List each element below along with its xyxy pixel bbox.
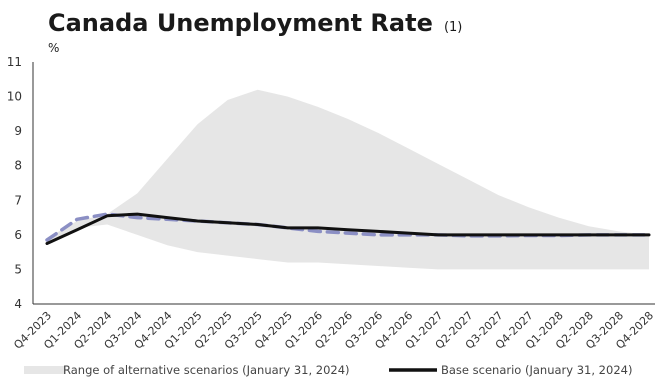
legend-band-label: Range of alternative scenarios (January … <box>63 363 350 377</box>
scenario-range-band-layer <box>47 89 649 270</box>
y-tick-label: 10 <box>7 90 22 104</box>
y-tick-labels: 4 5 6 7 8 9 10 11 <box>7 55 22 311</box>
chart-title-main: Canada Unemployment Rate <box>48 9 433 37</box>
y-tick-label: 11 <box>7 55 22 69</box>
y-tick-label: 7 <box>14 193 22 207</box>
x-tick-labels: Q4-2023Q1-2024Q2-2024Q3-2024Q4-2024Q1-20… <box>11 309 656 352</box>
y-tick-label: 4 <box>14 297 22 311</box>
legend-band-swatch <box>24 366 66 374</box>
y-tick-label: 6 <box>14 228 22 242</box>
y-tick-label: 5 <box>14 262 22 276</box>
y-tick-label: 8 <box>14 159 22 173</box>
scenario-range-band <box>47 89 649 270</box>
chart-title-note: (1) <box>444 20 462 35</box>
series-layer <box>45 212 651 245</box>
base-scenario-line <box>45 212 651 245</box>
legend: Range of alternative scenarios (January … <box>24 363 632 377</box>
y-tick-label: 9 <box>14 124 22 138</box>
chart-title: Canada Unemployment Rate (1) <box>48 9 462 37</box>
legend-base-label: Base scenario (January 31, 2024) <box>441 363 632 377</box>
y-axis-unit-label: % <box>48 41 59 55</box>
axes-layer <box>32 62 655 305</box>
